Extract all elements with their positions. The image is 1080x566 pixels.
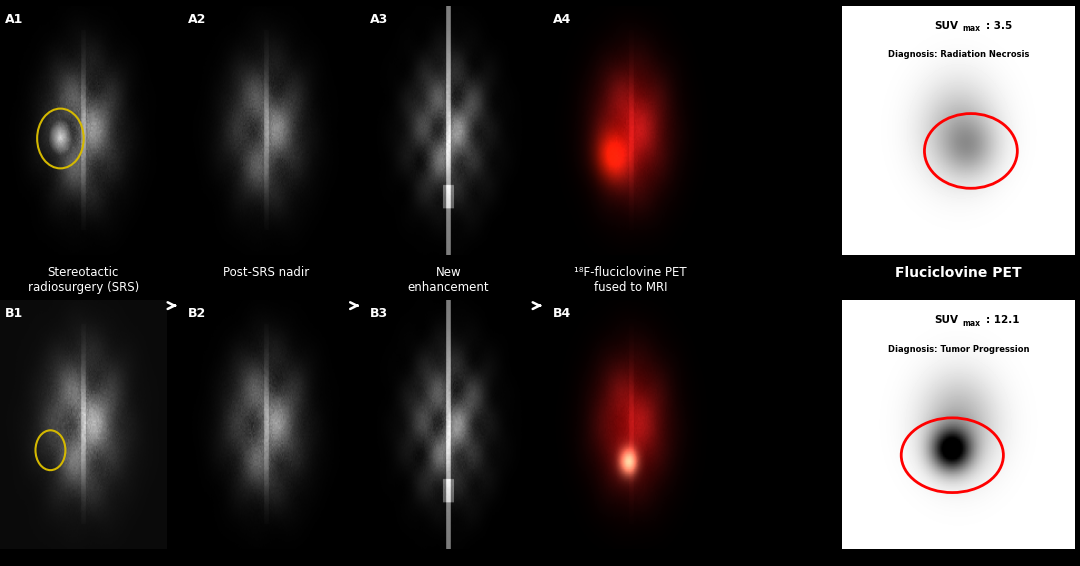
Text: : 3.5: : 3.5: [986, 20, 1013, 31]
Text: Diagnosis: Radiation Necrosis: Diagnosis: Radiation Necrosis: [888, 50, 1029, 59]
Text: A2: A2: [188, 13, 206, 26]
Text: B5: B5: [849, 307, 867, 320]
Text: B2: B2: [188, 307, 206, 320]
Text: : 12.1: : 12.1: [986, 315, 1020, 325]
Text: max: max: [962, 319, 980, 328]
Text: SUV: SUV: [934, 20, 959, 31]
Text: New
enhancement: New enhancement: [407, 266, 489, 294]
Text: B3: B3: [370, 307, 388, 320]
Text: A5: A5: [849, 13, 867, 26]
Text: B1: B1: [5, 307, 24, 320]
Text: ¹⁸F-fluciclovine PET
fused to MRI: ¹⁸F-fluciclovine PET fused to MRI: [575, 266, 687, 294]
Text: Post-SRS nadir: Post-SRS nadir: [222, 266, 309, 279]
Text: Stereotactic
radiosurgery (SRS): Stereotactic radiosurgery (SRS): [27, 266, 139, 294]
Text: A3: A3: [370, 13, 389, 26]
Text: Diagnosis: Tumor Progression: Diagnosis: Tumor Progression: [888, 345, 1029, 354]
Text: SUV: SUV: [934, 315, 959, 325]
Text: A4: A4: [553, 13, 571, 26]
Text: max: max: [962, 24, 980, 33]
Text: B4: B4: [553, 307, 571, 320]
Text: Fluciclovine PET: Fluciclovine PET: [895, 266, 1022, 280]
Text: A1: A1: [5, 13, 24, 26]
